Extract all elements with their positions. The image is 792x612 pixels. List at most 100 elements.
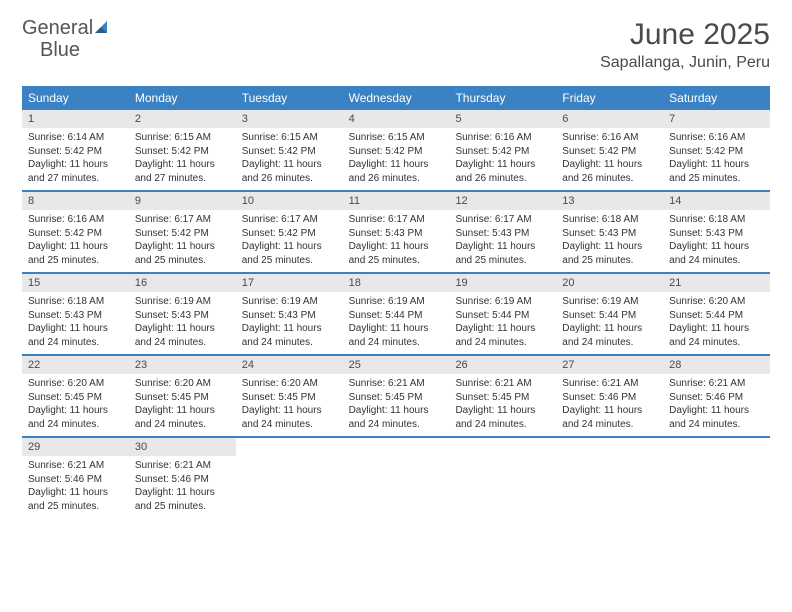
weeks-container: 1Sunrise: 6:14 AMSunset: 5:42 PMDaylight… <box>22 110 770 518</box>
sunset-text: Sunset: 5:42 PM <box>562 145 657 159</box>
sunrise-text: Sunrise: 6:20 AM <box>135 377 230 391</box>
sunrise-text: Sunrise: 6:15 AM <box>135 131 230 145</box>
calendar-day: 4Sunrise: 6:15 AMSunset: 5:42 PMDaylight… <box>343 110 450 190</box>
calendar-day: 20Sunrise: 6:19 AMSunset: 5:44 PMDayligh… <box>556 274 663 354</box>
sunset-text: Sunset: 5:42 PM <box>455 145 550 159</box>
daylight-text: Daylight: 11 hours and 27 minutes. <box>28 158 123 185</box>
calendar-week: 29Sunrise: 6:21 AMSunset: 5:46 PMDayligh… <box>22 438 770 518</box>
day-number: 15 <box>22 274 129 292</box>
calendar-day: 17Sunrise: 6:19 AMSunset: 5:43 PMDayligh… <box>236 274 343 354</box>
sunrise-text: Sunrise: 6:17 AM <box>349 213 444 227</box>
daylight-text: Daylight: 11 hours and 26 minutes. <box>562 158 657 185</box>
sunset-text: Sunset: 5:43 PM <box>242 309 337 323</box>
day-number: 5 <box>449 110 556 128</box>
daylight-text: Daylight: 11 hours and 26 minutes. <box>242 158 337 185</box>
calendar-day: 30Sunrise: 6:21 AMSunset: 5:46 PMDayligh… <box>129 438 236 518</box>
sunrise-text: Sunrise: 6:20 AM <box>28 377 123 391</box>
day-content: Sunrise: 6:18 AMSunset: 5:43 PMDaylight:… <box>663 210 770 272</box>
day-content: Sunrise: 6:18 AMSunset: 5:43 PMDaylight:… <box>556 210 663 272</box>
daylight-text: Daylight: 11 hours and 24 minutes. <box>349 322 444 349</box>
daylight-text: Daylight: 11 hours and 24 minutes. <box>349 404 444 431</box>
calendar-day: 8Sunrise: 6:16 AMSunset: 5:42 PMDaylight… <box>22 192 129 272</box>
sunrise-text: Sunrise: 6:18 AM <box>28 295 123 309</box>
sunset-text: Sunset: 5:42 PM <box>349 145 444 159</box>
sunset-text: Sunset: 5:46 PM <box>562 391 657 405</box>
calendar-day: 6Sunrise: 6:16 AMSunset: 5:42 PMDaylight… <box>556 110 663 190</box>
day-content: Sunrise: 6:20 AMSunset: 5:44 PMDaylight:… <box>663 292 770 354</box>
calendar-day: 14Sunrise: 6:18 AMSunset: 5:43 PMDayligh… <box>663 192 770 272</box>
sunrise-text: Sunrise: 6:20 AM <box>242 377 337 391</box>
day-content: Sunrise: 6:19 AMSunset: 5:43 PMDaylight:… <box>129 292 236 354</box>
sunrise-text: Sunrise: 6:15 AM <box>349 131 444 145</box>
daylight-text: Daylight: 11 hours and 24 minutes. <box>28 404 123 431</box>
sunrise-text: Sunrise: 6:21 AM <box>562 377 657 391</box>
day-content: Sunrise: 6:15 AMSunset: 5:42 PMDaylight:… <box>343 128 450 190</box>
day-number: 9 <box>129 192 236 210</box>
daylight-text: Daylight: 11 hours and 24 minutes. <box>242 404 337 431</box>
sunrise-text: Sunrise: 6:19 AM <box>135 295 230 309</box>
day-number: 26 <box>449 356 556 374</box>
header: General Blue June 2025 Sapallanga, Junin… <box>22 18 770 72</box>
logo-sail-icon <box>93 19 113 40</box>
calendar-day <box>556 438 663 518</box>
sunrise-text: Sunrise: 6:17 AM <box>242 213 337 227</box>
sunrise-text: Sunrise: 6:16 AM <box>669 131 764 145</box>
day-number: 13 <box>556 192 663 210</box>
day-header: Wednesday <box>343 86 450 110</box>
page-title: June 2025 <box>600 18 770 52</box>
day-number: 11 <box>343 192 450 210</box>
sunset-text: Sunset: 5:44 PM <box>669 309 764 323</box>
sunrise-text: Sunrise: 6:19 AM <box>455 295 550 309</box>
calendar-week: 8Sunrise: 6:16 AMSunset: 5:42 PMDaylight… <box>22 192 770 274</box>
calendar-day <box>343 438 450 518</box>
day-number: 18 <box>343 274 450 292</box>
calendar-day: 2Sunrise: 6:15 AMSunset: 5:42 PMDaylight… <box>129 110 236 190</box>
calendar-day: 9Sunrise: 6:17 AMSunset: 5:42 PMDaylight… <box>129 192 236 272</box>
day-content: Sunrise: 6:21 AMSunset: 5:46 PMDaylight:… <box>556 374 663 436</box>
daylight-text: Daylight: 11 hours and 25 minutes. <box>669 158 764 185</box>
daylight-text: Daylight: 11 hours and 27 minutes. <box>135 158 230 185</box>
day-content: Sunrise: 6:14 AMSunset: 5:42 PMDaylight:… <box>22 128 129 190</box>
calendar-day: 24Sunrise: 6:20 AMSunset: 5:45 PMDayligh… <box>236 356 343 436</box>
day-header: Saturday <box>663 86 770 110</box>
calendar-day: 19Sunrise: 6:19 AMSunset: 5:44 PMDayligh… <box>449 274 556 354</box>
sunset-text: Sunset: 5:46 PM <box>135 473 230 487</box>
calendar-day: 12Sunrise: 6:17 AMSunset: 5:43 PMDayligh… <box>449 192 556 272</box>
sunset-text: Sunset: 5:45 PM <box>455 391 550 405</box>
day-number: 19 <box>449 274 556 292</box>
calendar-day: 3Sunrise: 6:15 AMSunset: 5:42 PMDaylight… <box>236 110 343 190</box>
sunset-text: Sunset: 5:43 PM <box>562 227 657 241</box>
daylight-text: Daylight: 11 hours and 24 minutes. <box>455 404 550 431</box>
daylight-text: Daylight: 11 hours and 25 minutes. <box>135 486 230 513</box>
calendar-day: 1Sunrise: 6:14 AMSunset: 5:42 PMDaylight… <box>22 110 129 190</box>
day-number: 23 <box>129 356 236 374</box>
calendar-day: 13Sunrise: 6:18 AMSunset: 5:43 PMDayligh… <box>556 192 663 272</box>
sunset-text: Sunset: 5:43 PM <box>135 309 230 323</box>
day-content: Sunrise: 6:16 AMSunset: 5:42 PMDaylight:… <box>22 210 129 272</box>
day-header: Sunday <box>22 86 129 110</box>
calendar-day: 22Sunrise: 6:20 AMSunset: 5:45 PMDayligh… <box>22 356 129 436</box>
day-content: Sunrise: 6:16 AMSunset: 5:42 PMDaylight:… <box>663 128 770 190</box>
logo-text-block: General Blue <box>22 18 113 61</box>
daylight-text: Daylight: 11 hours and 25 minutes. <box>242 240 337 267</box>
sunrise-text: Sunrise: 6:18 AM <box>562 213 657 227</box>
day-content: Sunrise: 6:21 AMSunset: 5:46 PMDaylight:… <box>663 374 770 436</box>
calendar: SundayMondayTuesdayWednesdayThursdayFrid… <box>22 86 770 518</box>
sunrise-text: Sunrise: 6:19 AM <box>349 295 444 309</box>
day-number: 25 <box>343 356 450 374</box>
daylight-text: Daylight: 11 hours and 25 minutes. <box>455 240 550 267</box>
daylight-text: Daylight: 11 hours and 25 minutes. <box>562 240 657 267</box>
day-content: Sunrise: 6:20 AMSunset: 5:45 PMDaylight:… <box>129 374 236 436</box>
calendar-day <box>236 438 343 518</box>
sunset-text: Sunset: 5:42 PM <box>28 145 123 159</box>
day-content: Sunrise: 6:21 AMSunset: 5:46 PMDaylight:… <box>22 456 129 518</box>
day-content: Sunrise: 6:21 AMSunset: 5:46 PMDaylight:… <box>129 456 236 518</box>
day-number: 4 <box>343 110 450 128</box>
day-header: Tuesday <box>236 86 343 110</box>
calendar-day: 26Sunrise: 6:21 AMSunset: 5:45 PMDayligh… <box>449 356 556 436</box>
daylight-text: Daylight: 11 hours and 24 minutes. <box>135 322 230 349</box>
daylight-text: Daylight: 11 hours and 24 minutes. <box>562 404 657 431</box>
sunrise-text: Sunrise: 6:21 AM <box>28 459 123 473</box>
sunset-text: Sunset: 5:42 PM <box>28 227 123 241</box>
day-header-row: SundayMondayTuesdayWednesdayThursdayFrid… <box>22 86 770 110</box>
